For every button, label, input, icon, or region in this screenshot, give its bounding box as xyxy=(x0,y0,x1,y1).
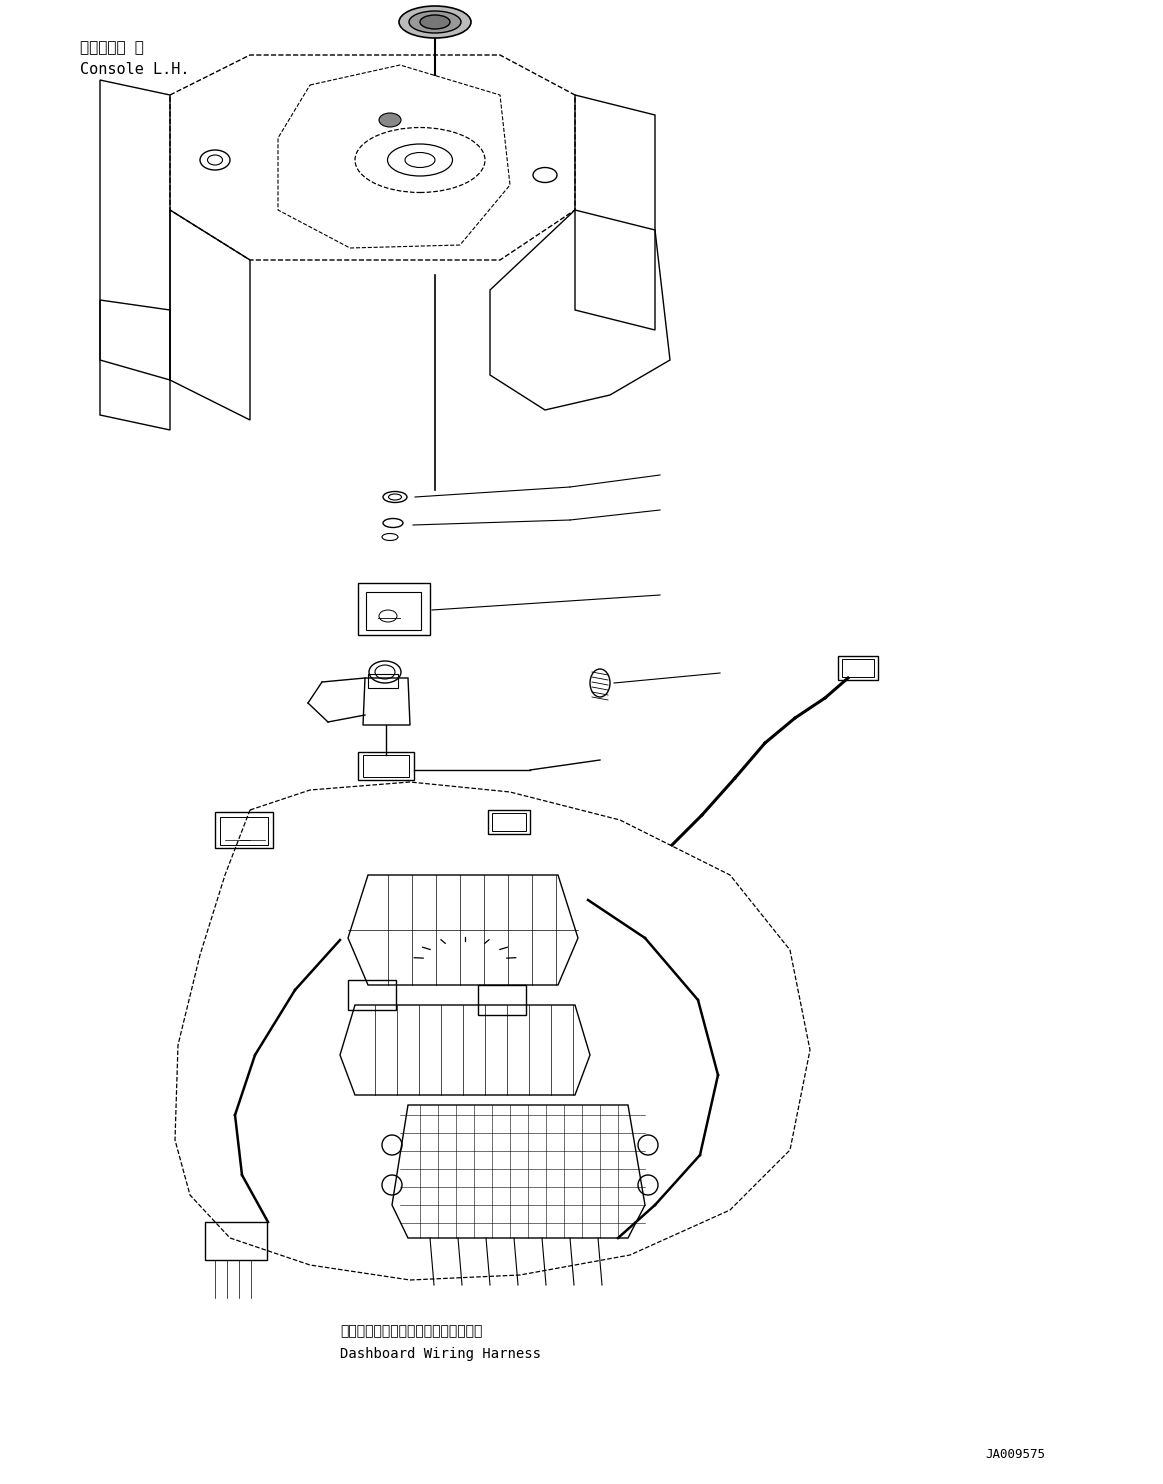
Ellipse shape xyxy=(379,113,401,128)
Bar xyxy=(205,1221,267,1260)
Ellipse shape xyxy=(420,15,450,30)
Text: Dashboard Wiring Harness: Dashboard Wiring Harness xyxy=(340,1347,541,1361)
Bar xyxy=(842,659,875,677)
Bar xyxy=(358,583,430,635)
Bar xyxy=(220,818,267,844)
Bar xyxy=(215,812,273,847)
Bar xyxy=(492,813,526,831)
Text: JA009575: JA009575 xyxy=(985,1448,1046,1462)
Ellipse shape xyxy=(399,6,471,39)
Bar xyxy=(478,985,526,1015)
Bar xyxy=(363,755,409,778)
Bar xyxy=(348,979,395,1011)
Text: コンソール 左: コンソール 左 xyxy=(80,40,144,55)
Text: Console L.H.: Console L.H. xyxy=(80,62,190,77)
Bar xyxy=(839,656,878,680)
Ellipse shape xyxy=(409,10,461,33)
Bar xyxy=(368,674,398,689)
Bar xyxy=(358,752,414,781)
Text: ダッシュボードワイヤリングハーネス: ダッシュボードワイヤリングハーネス xyxy=(340,1324,483,1339)
Bar xyxy=(366,592,421,631)
Bar xyxy=(488,810,530,834)
